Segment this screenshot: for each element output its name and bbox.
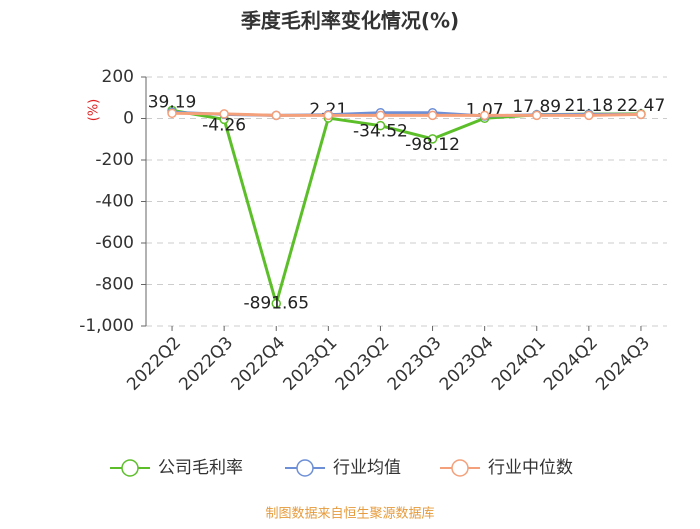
x-tick-label: 2024Q1 bbox=[488, 333, 550, 395]
point bbox=[271, 298, 281, 309]
y-tick-label: -600 bbox=[95, 233, 134, 253]
x-tick-label: 2023Q3 bbox=[384, 333, 446, 395]
x-tick-label: 2023Q4 bbox=[436, 333, 498, 395]
y-tick-label: 0 bbox=[123, 109, 134, 129]
legend-marker bbox=[296, 459, 314, 477]
x-tick-label: 2023Q1 bbox=[280, 333, 342, 395]
y-tick-label: -800 bbox=[95, 275, 134, 295]
point bbox=[532, 110, 542, 121]
y-tick-label: -200 bbox=[95, 150, 134, 170]
point bbox=[584, 110, 594, 121]
data-label: -34.52 bbox=[353, 122, 408, 142]
data-label: -98.12 bbox=[405, 135, 460, 155]
y-tick-label: -1,000 bbox=[79, 316, 134, 336]
source: 制图数据来自恒生聚源数据库 bbox=[265, 506, 434, 522]
point bbox=[219, 109, 229, 119]
x-tick-label: 2024Q3 bbox=[592, 333, 654, 395]
x-tick-label: 2022Q3 bbox=[175, 333, 237, 395]
point bbox=[427, 134, 438, 144]
point bbox=[323, 110, 334, 121]
chart-title: 季度毛利率变化情况(%) bbox=[240, 9, 459, 33]
legend-marker bbox=[451, 459, 469, 477]
point bbox=[636, 109, 646, 120]
data-label: 21.18 bbox=[565, 96, 614, 116]
data-label: 39.19 bbox=[148, 92, 197, 112]
y-tick-label: 200 bbox=[102, 67, 134, 87]
data-label: -4.26 bbox=[202, 115, 246, 135]
data-label: -891.65 bbox=[243, 294, 309, 314]
series-line bbox=[172, 111, 641, 117]
data-label: 22.47 bbox=[617, 96, 666, 116]
y-axis-label: (%) bbox=[87, 99, 102, 122]
point bbox=[167, 108, 177, 119]
x-tick-label: 2024Q2 bbox=[540, 333, 602, 395]
data-label: 17.89 bbox=[512, 97, 561, 117]
legend-label: 行业均值 bbox=[333, 458, 401, 478]
legend-marker bbox=[121, 459, 139, 477]
legend-label: 公司毛利率 bbox=[158, 458, 243, 478]
x-tick-label: 2022Q2 bbox=[123, 333, 185, 395]
point bbox=[427, 110, 438, 121]
x-tick-label: 2023Q2 bbox=[332, 333, 394, 395]
point bbox=[375, 120, 386, 131]
y-tick-label: -400 bbox=[95, 192, 134, 212]
point bbox=[375, 110, 386, 121]
point bbox=[271, 110, 281, 121]
x-tick-label: 2022Q4 bbox=[227, 333, 289, 395]
point bbox=[479, 110, 490, 121]
legend-label: 行业中位数 bbox=[488, 458, 573, 478]
